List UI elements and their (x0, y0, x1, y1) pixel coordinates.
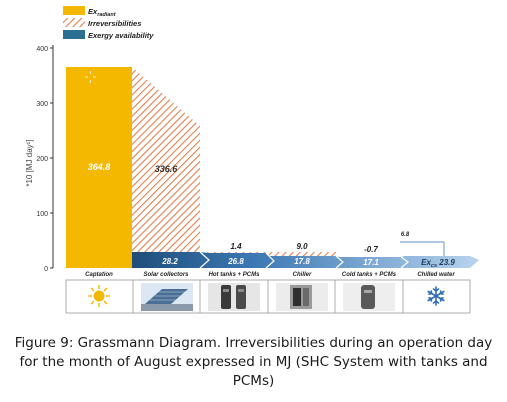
legend-label-availability: Exergy availability (88, 31, 154, 40)
irreversibility-chiller (266, 252, 336, 256)
stage-label-chiller: Chiller (293, 272, 312, 278)
value-avail-collectors: 28.2 (161, 257, 178, 266)
legend-swatch-radiant (63, 6, 85, 15)
stage-label-chilled-water: Chilled water (417, 272, 455, 278)
solar-panel-icon (141, 283, 193, 311)
irreversibility-collectors (132, 67, 200, 252)
value-irr-cold: -0.7 (364, 245, 378, 254)
legend: Exradiant Irreversibilities Exergy avail… (63, 6, 154, 40)
y-tick-200: 200 (36, 156, 48, 163)
y-tick-0: 0 (44, 266, 48, 273)
value-avail-cold: 17.1 (363, 258, 379, 267)
legend-label-irreversibilities: Irreversibilities (88, 19, 141, 28)
y-axis-label: *10 [MJ day¹] (25, 139, 34, 186)
stage-labels: Captation Solar collectors Hot tanks + P… (85, 272, 455, 278)
legend-swatch-irreversibilities (63, 18, 85, 27)
value-irr-chiller: 9.0 (296, 242, 308, 251)
chiller-icon (276, 283, 328, 311)
legend-swatch-availability (63, 30, 85, 39)
irreversibility-hot-tanks (200, 252, 266, 253)
value-irr-collectors: 336.6 (155, 164, 179, 174)
stage-label-captation: Captation (85, 272, 113, 278)
figure-caption: Figure 9: Grassmann Diagram. Irreversibi… (14, 335, 493, 389)
y-axis: 400 300 200 100 0 *10 [MJ day¹] (25, 45, 54, 273)
value-final: Excs 23.9 (421, 258, 455, 269)
y-tick-400: 400 (36, 46, 48, 53)
sun-icon (88, 285, 110, 307)
stage-label-cold-tanks: Cold tanks + PCMs (342, 272, 397, 278)
value-avail-hot: 26.8 (227, 257, 244, 266)
grassmann-diagram: Exradiant Irreversibilities Exergy avail… (25, 6, 479, 314)
legend-label-radiant: Exradiant (88, 7, 117, 18)
value-captation: 364.8 (88, 162, 111, 172)
captation-bar (66, 67, 132, 268)
stage-label-solar-collectors: Solar collectors (143, 272, 189, 278)
snowflake-icon (427, 286, 445, 306)
value-irr-hot: 1.4 (230, 242, 242, 251)
icon-row (65, 279, 471, 314)
flow-stage-separators (199, 251, 409, 269)
value-avail-chiller: 17.8 (294, 257, 310, 266)
cold-tank-icon (343, 283, 395, 311)
y-tick-300: 300 (36, 101, 48, 108)
hot-tank-icon (208, 283, 260, 311)
value-irr-water: 6.8 (401, 232, 410, 238)
crosshair-icon (85, 71, 96, 83)
y-tick-100: 100 (36, 211, 48, 218)
availability-flow (132, 252, 479, 268)
stage-label-hot-tanks: Hot tanks + PCMs (209, 272, 261, 278)
